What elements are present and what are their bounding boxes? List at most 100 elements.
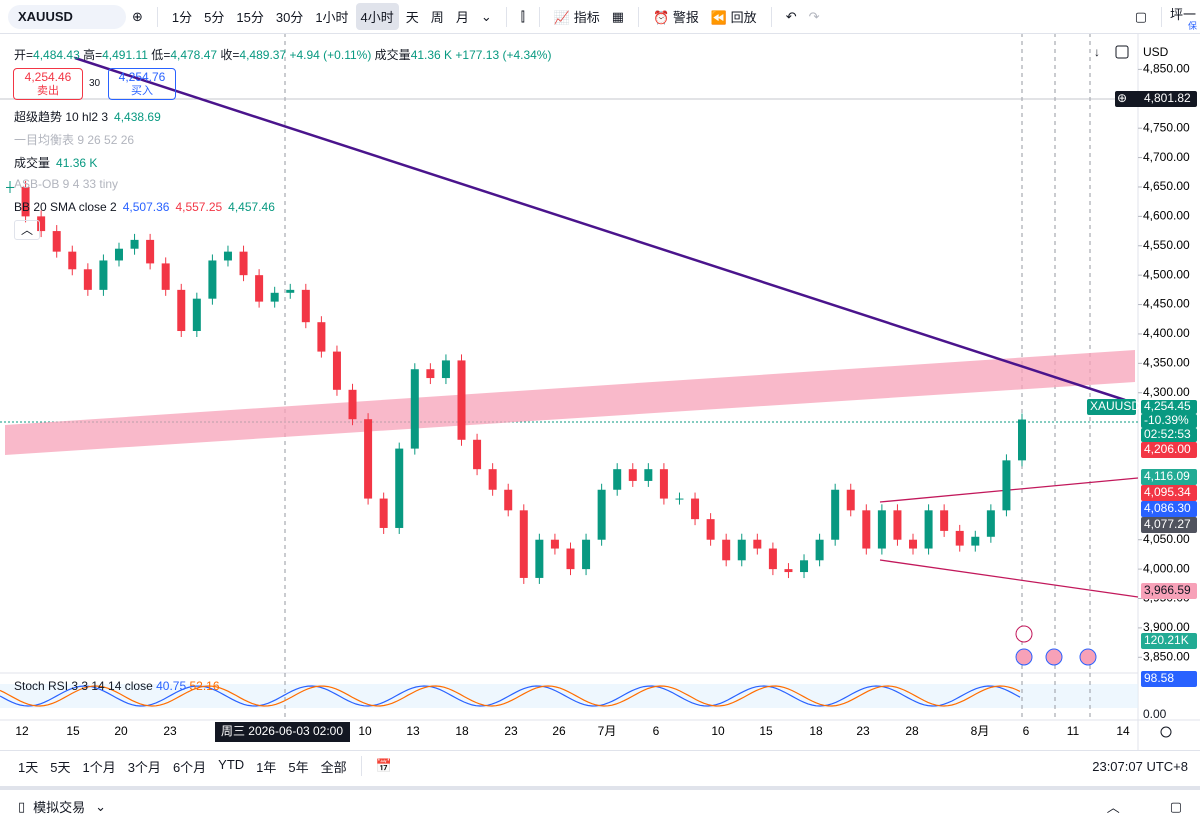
symbol-search[interactable]: XAUUSD (8, 4, 126, 29)
x-tick-label: 10 (358, 724, 372, 738)
range[interactable]: 全部 (320, 759, 347, 775)
range[interactable]: 1天 (18, 759, 39, 775)
y-tick-label: 4,400.00 (1143, 326, 1190, 340)
settings-icon[interactable] (1160, 726, 1172, 738)
indicators-button[interactable]: 📈 指标 (549, 3, 605, 30)
candle (582, 539, 591, 570)
account[interactable]: 坪一 保 (1170, 0, 1200, 33)
interval[interactable]: 15分 (236, 10, 264, 25)
chart-type[interactable]: ⫿ (520, 8, 525, 24)
resistance-zone (5, 350, 1135, 455)
y-tick-label: 4,500.00 (1143, 267, 1190, 281)
candle (270, 292, 279, 302)
interval[interactable]: 4小时 (355, 3, 399, 30)
candle (535, 539, 544, 578)
stoch-d: 52.16 (189, 679, 220, 693)
x-tick-label: 23 (504, 724, 518, 738)
candle (83, 269, 92, 290)
price-badge (1141, 428, 1197, 442)
footer-icon: ▯ (18, 798, 26, 814)
layout-toggle[interactable]: ▢ (1134, 8, 1147, 24)
indicators-label: 指标 (573, 10, 600, 25)
range[interactable]: 1年 (256, 759, 277, 775)
interval[interactable]: 天 (405, 10, 419, 25)
candle (52, 231, 61, 252)
range[interactable]: 1个月 (82, 759, 116, 775)
sell-button[interactable]: 4,254.46 卖出 (13, 68, 83, 100)
clock[interactable]: 23:07:07 UTC+8 (1092, 758, 1188, 774)
price-badge-label: 4,116.09 (1144, 469, 1190, 483)
crosshair-plus: ⊕ (1117, 91, 1127, 105)
scroll-down-icon[interactable]: ↓ (1094, 45, 1100, 59)
price-badge-label: 4,801.82 (1144, 91, 1191, 105)
currency[interactable]: USD (1143, 45, 1169, 59)
interval[interactable]: 1分 (171, 10, 193, 25)
fullscreen-icon[interactable] (1115, 45, 1129, 59)
add-symbol[interactable]: ⊕ (132, 8, 143, 24)
x-tick-label: 10 (711, 724, 725, 738)
collapse[interactable]: ︿ (1106, 800, 1120, 815)
stoch-scale: 0.00 (1143, 707, 1167, 721)
price-badge (1141, 414, 1197, 428)
candle (504, 489, 513, 511)
candle (909, 539, 918, 549)
indicator-legend: BB 20 SMA close 2 4,507.36 4,557.25 4,457.4… (14, 200, 275, 214)
range[interactable]: 6个月 (172, 759, 207, 775)
candle (675, 498, 684, 500)
range[interactable]: 5天 (50, 759, 71, 775)
interval[interactable]: 5分 (204, 10, 225, 25)
layout-button[interactable]: ▦ (611, 8, 625, 24)
interval[interactable]: 月 (455, 10, 469, 25)
interval[interactable]: 30分 (275, 10, 304, 25)
candle (986, 510, 995, 537)
indicator-legend: 成交量 41.36 K (14, 154, 97, 171)
x-tick-label: 23 (163, 724, 177, 738)
range[interactable]: 3个月 (127, 759, 161, 775)
buy-button[interactable]: 4,254.76 买入 (108, 68, 176, 100)
account-sub: 保 (1188, 21, 1198, 31)
candle (6, 186, 14, 188)
separator (360, 756, 362, 776)
x-tick-label: 28 (905, 724, 919, 738)
x-tick-label: 26 (552, 724, 566, 738)
footer-menu[interactable]: ⌄ (95, 798, 107, 814)
interval[interactable]: 周 (430, 10, 444, 25)
x-tick-label: 7月 (598, 724, 617, 738)
indicator-name: BB 20 SMA close 2 (14, 200, 117, 214)
stoch-k: 40.75 (156, 679, 187, 693)
low: 4,478.47 (170, 48, 218, 62)
y-tick-label: 4,300.00 (1143, 385, 1190, 399)
redo[interactable]: ↷ (808, 8, 820, 24)
candle (177, 289, 186, 332)
candle (379, 498, 388, 528)
event-icon (1015, 625, 1033, 643)
interval[interactable]: 1小时 (315, 10, 349, 25)
candle (597, 489, 606, 540)
replay-button[interactable]: ⏪ 回放 (706, 3, 762, 30)
candle (519, 510, 528, 578)
paper-trading[interactable]: 模拟交易 (33, 800, 86, 815)
candle (737, 539, 746, 561)
candle (924, 510, 933, 549)
y-tick-label: 4,650.00 (1143, 179, 1190, 193)
price-badge-label: 02:52:53 (1144, 427, 1191, 441)
maximize[interactable]: ▢ (1169, 798, 1182, 814)
stoch-band (0, 684, 1138, 708)
x-tick-label: 18 (455, 724, 469, 738)
candle (223, 251, 232, 261)
undo[interactable]: ↶ (785, 8, 797, 24)
indicator-legend: ASB-OB 9 4 33 tiny (14, 177, 118, 191)
candle (239, 251, 248, 276)
indicator-value: 4,457.46 (228, 200, 275, 214)
interval-menu[interactable]: ⌄ (480, 8, 492, 24)
range[interactable]: YTD (218, 756, 245, 772)
low-label: 低 (151, 48, 164, 62)
indicators-icon: 📈 (553, 10, 574, 25)
alerts-button[interactable]: ⏰ 警报 (648, 3, 704, 30)
buy-price: 4,254.76 (118, 70, 166, 84)
separator (638, 6, 640, 27)
candle (893, 510, 902, 540)
date-range-icon[interactable]: 📅 (375, 758, 392, 773)
candle (940, 510, 949, 531)
range[interactable]: 5年 (288, 759, 309, 775)
